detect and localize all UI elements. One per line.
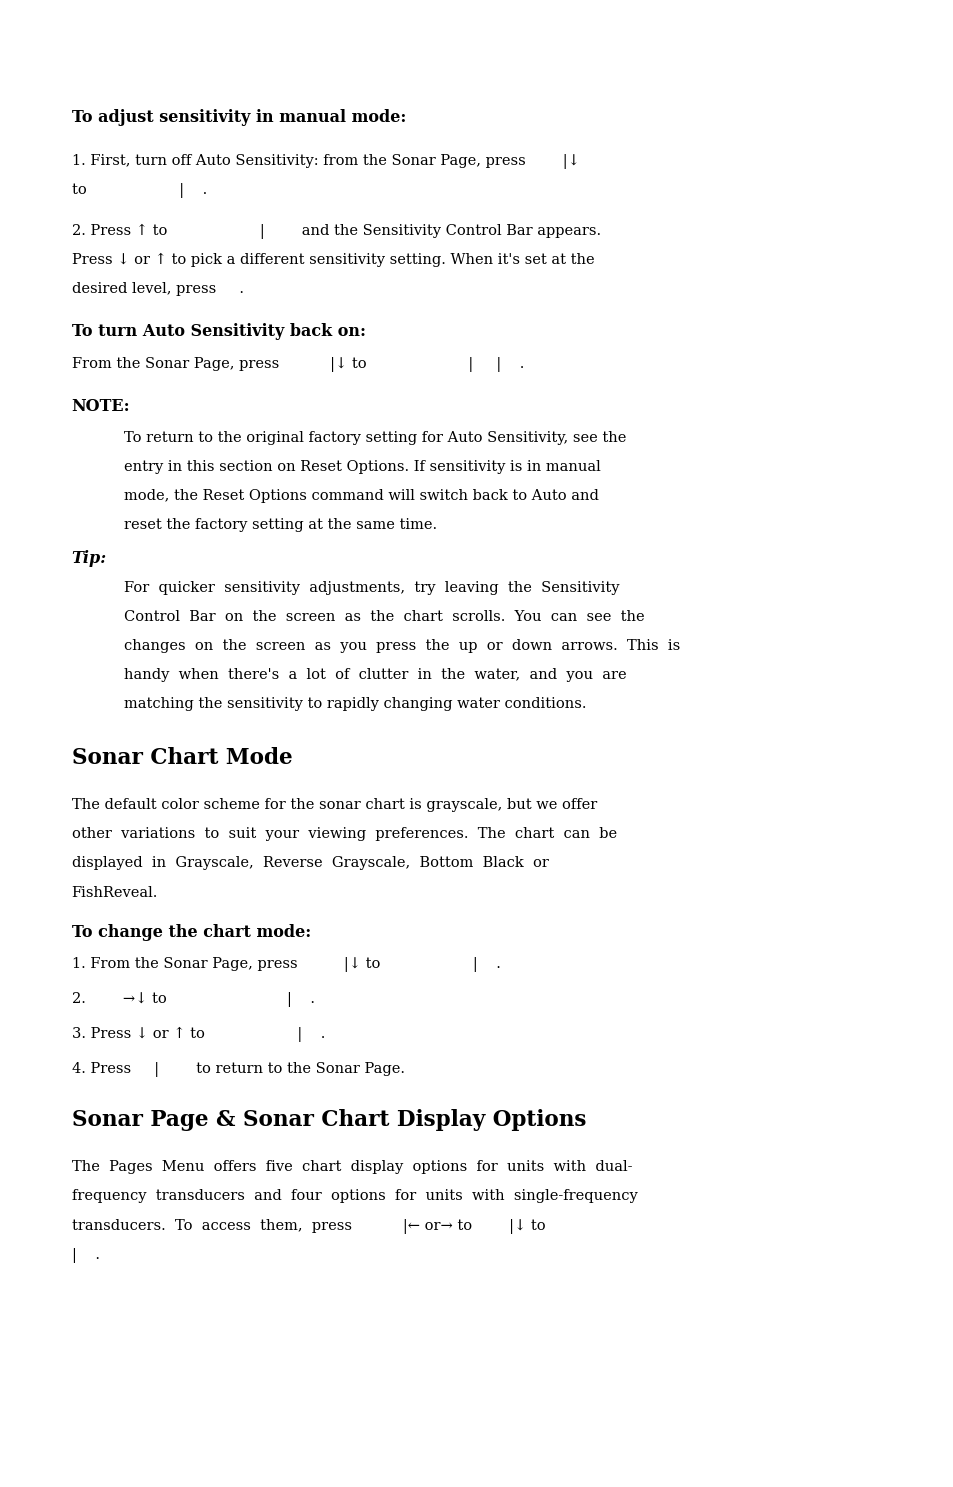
Text: From the Sonar Page, press           |↓ to                      |     |    .: From the Sonar Page, press |↓ to | | . — [71, 357, 523, 372]
Text: reset the factory setting at the same time.: reset the factory setting at the same ti… — [124, 519, 436, 532]
Text: to                    |    .: to | . — [71, 183, 207, 198]
Text: 4. Press     |        to return to the Sonar Page.: 4. Press | to return to the Sonar Page. — [71, 1062, 404, 1077]
Text: Tip:: Tip: — [71, 550, 107, 568]
Text: The default color scheme for the sonar chart is grayscale, but we offer: The default color scheme for the sonar c… — [71, 799, 597, 812]
Text: Sonar Chart Mode: Sonar Chart Mode — [71, 746, 292, 769]
Text: other  variations  to  suit  your  viewing  preferences.  The  chart  can  be: other variations to suit your viewing pr… — [71, 827, 616, 842]
Text: To return to the original factory setting for Auto Sensitivity, see the: To return to the original factory settin… — [124, 431, 626, 445]
Text: changes  on  the  screen  as  you  press  the  up  or  down  arrows.  This  is: changes on the screen as you press the u… — [124, 639, 679, 653]
Text: handy  when  there's  a  lot  of  clutter  in  the  water,  and  you  are: handy when there's a lot of clutter in t… — [124, 668, 626, 683]
Text: matching the sensitivity to rapidly changing water conditions.: matching the sensitivity to rapidly chan… — [124, 697, 586, 711]
Text: 2.        →↓ to                          |    .: 2. →↓ to | . — [71, 992, 314, 1007]
Text: 1. First, turn off Auto Sensitivity: from the Sonar Page, press        |↓: 1. First, turn off Auto Sensitivity: fro… — [71, 153, 578, 170]
Text: Press ↓ or ↑ to pick a different sensitivity setting. When it's set at the: Press ↓ or ↑ to pick a different sensiti… — [71, 253, 594, 268]
Text: entry in this section on Reset Options. If sensitivity is in manual: entry in this section on Reset Options. … — [124, 459, 600, 474]
Text: Control  Bar  on  the  screen  as  the  chart  scrolls.  You  can  see  the: Control Bar on the screen as the chart s… — [124, 610, 644, 623]
Text: frequency  transducers  and  four  options  for  units  with  single-frequency: frequency transducers and four options f… — [71, 1190, 637, 1203]
Text: |    .: | . — [71, 1248, 99, 1262]
Text: To change the chart mode:: To change the chart mode: — [71, 923, 311, 941]
Text: transducers.  To  access  them,  press           |← or→ to        |↓ to: transducers. To access them, press |← or… — [71, 1218, 544, 1234]
Text: Sonar Page & Sonar Chart Display Options: Sonar Page & Sonar Chart Display Options — [71, 1109, 585, 1132]
Text: mode, the Reset Options command will switch back to Auto and: mode, the Reset Options command will swi… — [124, 489, 598, 503]
Text: The  Pages  Menu  offers  five  chart  display  options  for  units  with  dual-: The Pages Menu offers five chart display… — [71, 1160, 632, 1175]
Text: displayed  in  Grayscale,  Reverse  Grayscale,  Bottom  Black  or: displayed in Grayscale, Reverse Grayscal… — [71, 857, 548, 870]
Text: 3. Press ↓ or ↑ to                    |    .: 3. Press ↓ or ↑ to | . — [71, 1028, 325, 1042]
Text: desired level, press     .: desired level, press . — [71, 283, 243, 296]
Text: For  quicker  sensitivity  adjustments,  try  leaving  the  Sensitivity: For quicker sensitivity adjustments, try… — [124, 580, 618, 595]
Text: NOTE:: NOTE: — [71, 397, 130, 415]
Text: To turn Auto Sensitivity back on:: To turn Auto Sensitivity back on: — [71, 323, 365, 341]
Text: 2. Press ↑ to                    |        and the Sensitivity Control Bar appear: 2. Press ↑ to | and the Sensitivity Cont… — [71, 225, 600, 239]
Text: 1. From the Sonar Page, press          |↓ to                    |    .: 1. From the Sonar Page, press |↓ to | . — [71, 958, 500, 972]
Text: FishReveal.: FishReveal. — [71, 886, 158, 900]
Text: To adjust sensitivity in manual mode:: To adjust sensitivity in manual mode: — [71, 109, 405, 125]
